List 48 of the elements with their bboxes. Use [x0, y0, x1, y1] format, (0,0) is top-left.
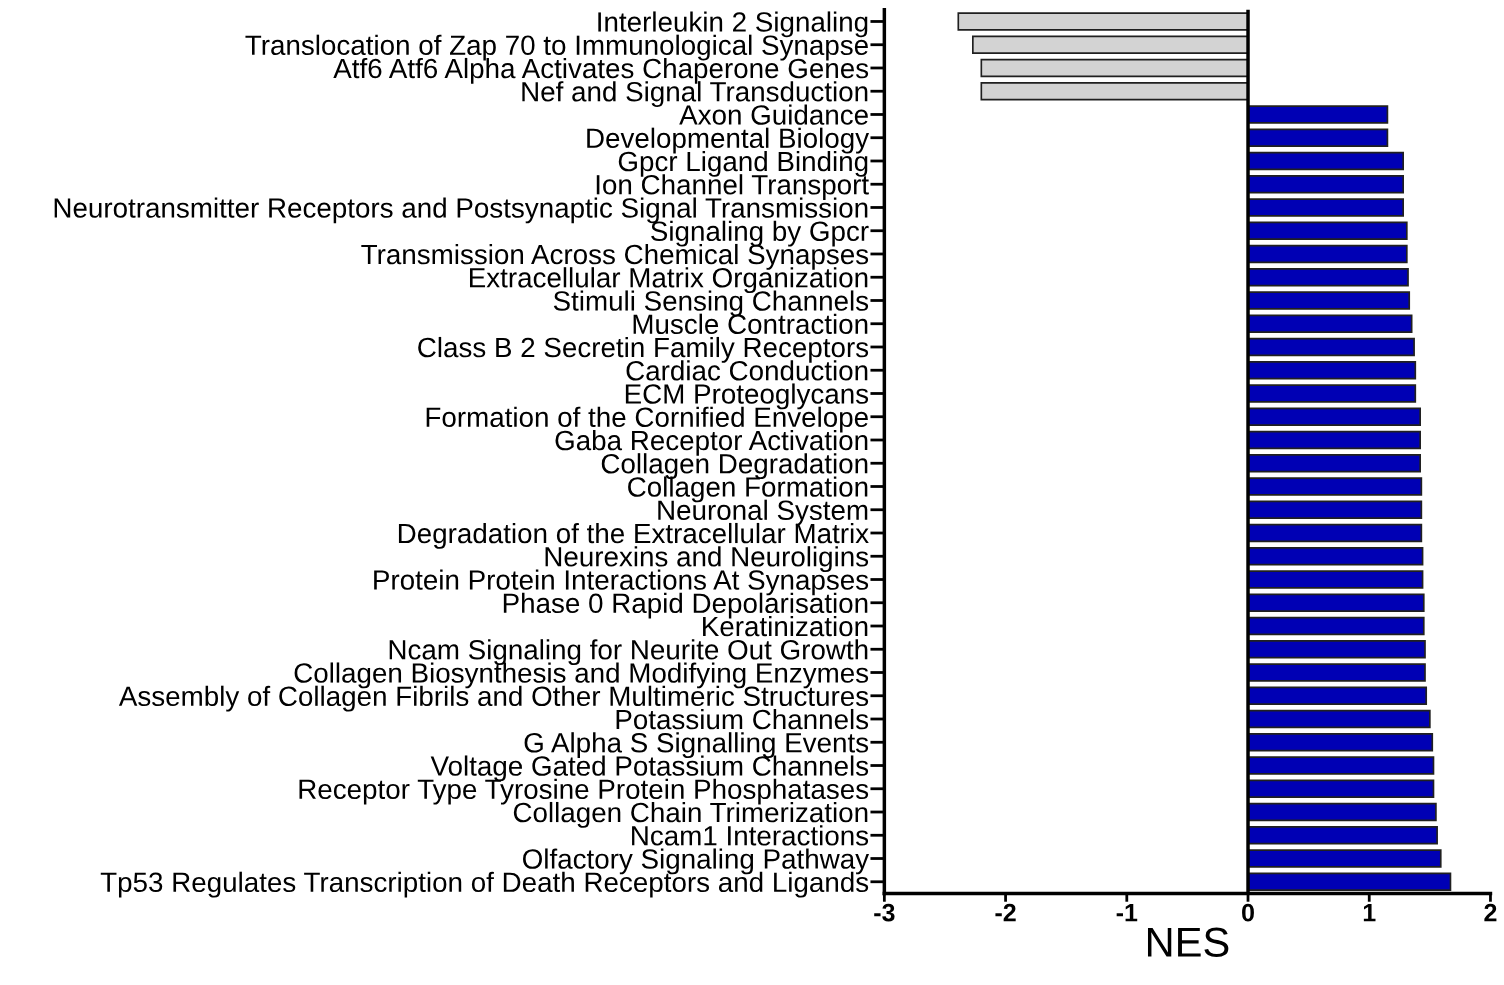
- x-tick-label: -3: [874, 903, 895, 922]
- x-tick-label: -1: [1116, 904, 1138, 922]
- bar: [1247, 361, 1417, 380]
- bar: [1247, 175, 1405, 194]
- bar: [1247, 686, 1428, 705]
- bar: [1247, 756, 1435, 775]
- bar: [1247, 663, 1426, 682]
- bar: [1247, 477, 1423, 496]
- bar: [1247, 244, 1408, 264]
- bar: [1247, 872, 1452, 891]
- bar: [1247, 407, 1421, 426]
- bar: [1247, 337, 1415, 357]
- bar: [1247, 151, 1405, 171]
- x-tick-label: 2: [1484, 903, 1497, 922]
- bar: [957, 12, 1249, 31]
- bar: [1247, 593, 1425, 612]
- bar: [1247, 826, 1438, 845]
- bar: [1247, 128, 1389, 147]
- bar: [1247, 105, 1389, 124]
- bar: [1247, 779, 1435, 798]
- bar: [1247, 547, 1424, 566]
- y-tick-label: Potassium Channels: [616, 708, 869, 730]
- bar: [1247, 291, 1411, 310]
- bar: [1247, 570, 1424, 589]
- x-axis-title: NES: [1147, 927, 1229, 958]
- bar: [1247, 640, 1426, 659]
- bar: [1247, 430, 1421, 450]
- bar: [1247, 221, 1408, 240]
- bar: [1247, 849, 1442, 868]
- bar: [1247, 198, 1405, 217]
- bar: [980, 82, 1249, 101]
- bar: [1247, 454, 1421, 473]
- bar: [1247, 523, 1423, 543]
- bar: [1247, 500, 1423, 519]
- bar: [1247, 733, 1434, 752]
- bar: [1247, 268, 1409, 287]
- bar: [1247, 616, 1425, 636]
- bar: [1247, 314, 1413, 333]
- x-tick-label: -2: [995, 903, 1016, 922]
- bar: [1247, 802, 1437, 822]
- bar: [972, 35, 1249, 54]
- bar: [1247, 384, 1417, 403]
- bar: [980, 58, 1249, 78]
- bar: [1247, 709, 1431, 729]
- y-tick-label: Ncam1 Interactions: [632, 825, 869, 846]
- x-tick-label: 0: [1242, 903, 1254, 922]
- x-tick-label: 1: [1363, 904, 1376, 922]
- y-tick-label: Axon Guidance: [679, 104, 868, 125]
